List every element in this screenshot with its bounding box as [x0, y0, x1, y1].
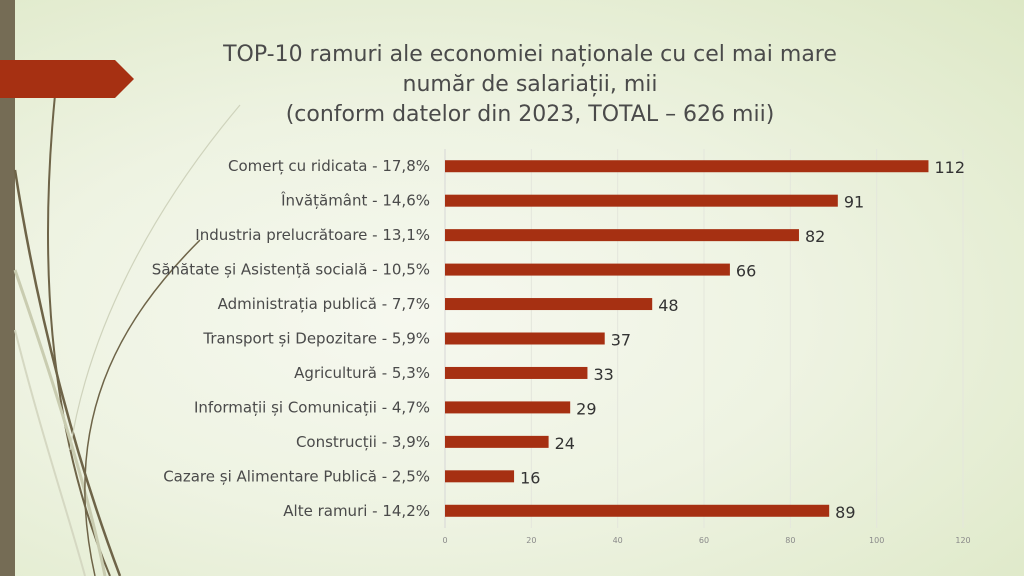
data-label: 66	[736, 262, 756, 281]
category-label: Administrația publică - 7,7%	[218, 295, 430, 313]
category-label: Construcții - 3,9%	[296, 433, 430, 451]
x-tick-label: 100	[869, 536, 884, 545]
data-label: 29	[576, 399, 596, 418]
category-label: Informații și Comunicații - 4,7%	[194, 398, 430, 416]
bar	[445, 229, 799, 242]
bar	[445, 160, 929, 173]
left-accent-band	[0, 0, 15, 576]
title-line: TOP-10 ramuri ale economiei naționale cu…	[223, 42, 837, 67]
bar	[445, 435, 549, 448]
data-label: 82	[805, 227, 825, 246]
data-label: 33	[593, 365, 613, 384]
category-label: Agricultură - 5,3%	[294, 364, 430, 382]
bar	[445, 194, 838, 207]
x-tick-label: 0	[442, 536, 447, 545]
title-arrow-shape	[0, 60, 134, 98]
data-label: 91	[844, 193, 864, 212]
data-label: 48	[658, 296, 678, 315]
category-label: Învățământ - 14,6%	[280, 191, 430, 210]
bar	[445, 470, 515, 483]
category-label: Transport și Depozitare - 5,9%	[202, 330, 430, 348]
decorative-curves	[13, 94, 241, 576]
data-label: 112	[934, 158, 965, 177]
bar	[445, 401, 571, 414]
data-label: 16	[520, 468, 540, 487]
category-label: Alte ramuri - 14,2%	[283, 502, 430, 520]
chart-title: TOP-10 ramuri ale economiei naționale cu…	[150, 40, 910, 130]
category-label: Industria prelucrătoare - 13,1%	[195, 226, 430, 244]
x-tick-label: 120	[955, 536, 970, 545]
bar	[445, 298, 653, 311]
x-tick-label: 40	[613, 536, 623, 545]
title-line: număr de salariații, mii	[402, 72, 658, 97]
category-label: Comerț cu ridicata - 17,8%	[228, 157, 430, 175]
bar	[445, 263, 730, 276]
title-line: (conform datelor din 2023, TOTAL – 626 m…	[285, 102, 775, 127]
category-label: Sănătate și Asistență socială - 10,5%	[152, 261, 430, 279]
x-tick-label: 80	[785, 536, 795, 545]
bar	[445, 504, 830, 517]
data-label: 89	[835, 503, 855, 522]
bar	[445, 366, 588, 379]
bar	[445, 332, 605, 345]
data-label: 24	[555, 434, 575, 453]
data-label: 37	[611, 331, 631, 350]
x-tick-label: 60	[699, 536, 709, 545]
x-tick-label: 20	[526, 536, 536, 545]
category-label: Cazare și Alimentare Publică - 2,5%	[163, 467, 430, 485]
